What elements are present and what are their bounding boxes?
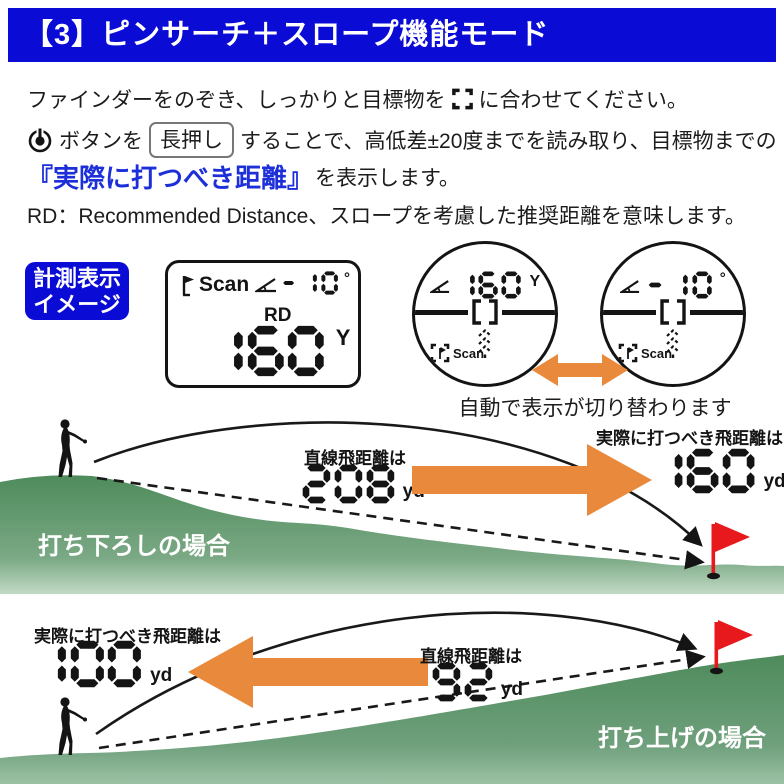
long-press-button-label: 長押し: [149, 122, 234, 158]
downhill-line-distance-value: yd: [302, 464, 425, 504]
flag-pin: [707, 522, 750, 580]
viewfinder-scan-row: Scan: [618, 343, 672, 363]
lcd-distance-value: [206, 325, 328, 377]
downhill-label: 打ち下ろしの場合: [38, 533, 230, 560]
lcd-unit: Y: [335, 325, 351, 350]
flag-pin: [710, 620, 753, 675]
intro-line1-post: に合わせてください。: [478, 89, 688, 112]
intro-line3-rest: を表示します。: [315, 166, 460, 190]
angle-icon: [429, 279, 450, 294]
uphill-line-distance-label: 直線飛距離は: [420, 647, 522, 666]
uphill-illustration: [0, 611, 784, 784]
measurement-display-badge: 計測表示 イメージ: [25, 262, 129, 320]
reticle-bracket-icon: [656, 298, 690, 326]
lcd-scan-row: Scan: [180, 273, 249, 297]
downhill-actual-distance-label: 実際に打つべき飛距離は: [596, 429, 783, 448]
viewfinder-degree-sign: °: [719, 270, 726, 287]
viewfinder-angle: ° S: [600, 241, 746, 387]
uphill-actual-distance-unit: yd: [150, 665, 173, 686]
reticle-bracket-icon: [468, 298, 502, 326]
lcd-degree-sign: °: [344, 270, 350, 287]
viewfinder-scan-label: Scan: [641, 345, 673, 361]
viewfinder-distance: Y S: [412, 241, 558, 387]
uphill-actual-distance-value: yd: [32, 640, 172, 688]
ball-trajectory-arc: [93, 421, 703, 547]
golfer: [58, 419, 87, 477]
downhill-line-distance-digits: [302, 464, 398, 504]
uphill-scene: 実際に打つべき飛距離は yd 直線飛距離は yd 打ち上げの場合: [0, 600, 784, 784]
ball-trajectory-arc: [95, 611, 698, 736]
viewfinder-scan-row: Scan: [430, 343, 484, 363]
scan-target-icon: [618, 343, 638, 363]
badge-line-2: イメージ: [33, 292, 121, 317]
viewfinder-angle-value: [645, 271, 715, 299]
golfer: [58, 697, 87, 755]
angle-icon: [620, 279, 640, 294]
intro-line-2: ボタンを 長押し することで、高低差±20度までを読み取り、目標物までの: [27, 122, 777, 158]
downhill-actual-distance-value: yd: [650, 448, 784, 494]
scan-target-icon: [430, 343, 450, 363]
downhill-line-distance-label: 直線飛距離は: [304, 449, 406, 468]
viewfinder-angle-readout: °: [603, 271, 743, 299]
power-icon: [27, 127, 53, 153]
lcd-rd-label: RD: [264, 305, 292, 326]
lcd-angle-value: [280, 271, 341, 295]
viewfinder-scan-label: Scan: [453, 345, 485, 361]
lcd-distance-readout: Y: [206, 325, 350, 377]
viewfinder-distance-value: [455, 271, 525, 299]
downhill-scene: 打ち下ろしの場合 直線飛距離は yd 実際に打つべき飛距離は yd: [0, 416, 784, 594]
uphill-terrain: [0, 655, 784, 784]
intro-line-1: ファインダーをのぞき、しっかりと目標物を に合わせてください。: [27, 84, 688, 114]
viewfinder-caption: 自動で表示が切り替わります: [458, 397, 732, 420]
lcd-angle-readout: °: [255, 271, 350, 295]
viewfinder-distance-unit: Y: [529, 273, 541, 290]
target-bracket-icon: [451, 87, 474, 111]
left-arrow-icon: [188, 636, 428, 708]
intro-line1-pre: ファインダーをのぞき、しっかりと目標物を: [27, 89, 446, 112]
viewfinder-distance-readout: Y: [415, 271, 555, 299]
downhill-terrain: [0, 475, 784, 594]
downhill-actual-distance-unit: yd: [763, 471, 784, 492]
uphill-actual-distance-digits: [32, 640, 145, 688]
downhill-illustration: [0, 419, 784, 594]
angle-icon: [255, 277, 277, 293]
intro-line-3: 『実際に打つべき距離』 を表示します。: [27, 158, 460, 195]
intro-line2-pre: ボタンを: [59, 130, 143, 153]
uphill-line-distance-unit: yd: [500, 679, 523, 700]
lcd-display: Scan ° RD Y: [165, 260, 361, 388]
lcd-scan-label: Scan: [199, 273, 250, 296]
uphill-label: 打ち上げの場合: [598, 725, 766, 752]
flag-icon: [180, 274, 195, 297]
scan-chevrons-icon: [664, 328, 682, 358]
badge-line-1: 計測表示: [32, 266, 121, 291]
scan-chevrons-icon: [476, 328, 494, 358]
intro-line-4: RD：Recommended Distance、スロープを考慮した推奨距離を意味…: [27, 205, 746, 228]
swap-arrow-icon: [532, 354, 628, 386]
downhill-actual-distance-digits: [650, 448, 759, 494]
intro-line2-post: することで、高低差±20度までを読み取り、目標物までの: [240, 130, 777, 153]
right-arrow-icon: [412, 444, 652, 516]
intro-blue-phrase: 『実際に打つべき距離』: [27, 163, 314, 193]
page-title: 【3】ピンサーチ＋スロープ機能モード: [8, 8, 776, 62]
uphill-line-distance-value: yd: [432, 662, 523, 702]
uphill-line-distance-digits: [432, 662, 496, 702]
